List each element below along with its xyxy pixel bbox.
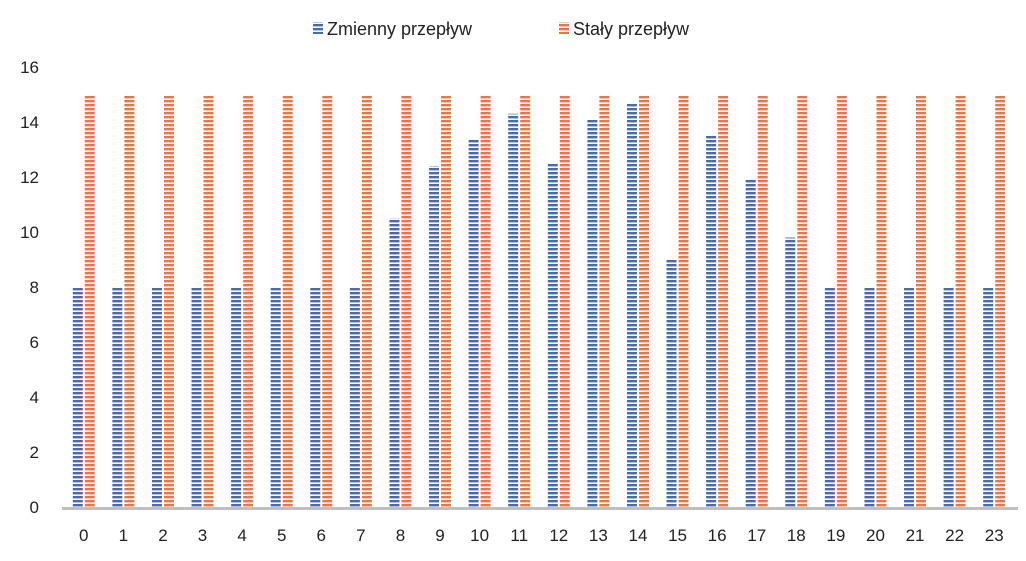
bar-zmienny-17: [745, 179, 756, 507]
bar-zmienny-0: [72, 287, 83, 507]
x-tick-label: 19: [826, 526, 845, 545]
x-tick-label: 12: [549, 526, 568, 545]
x-tick-label: 7: [356, 526, 365, 545]
x-tick-label: 22: [945, 526, 964, 545]
bar-staly-21: [916, 94, 927, 507]
bar-zmienny-5: [270, 287, 281, 507]
bar-staly-18: [797, 94, 808, 507]
x-tick-label: 1: [119, 526, 128, 545]
y-axis: 0 2 4 6 8 10 12 14 16: [20, 58, 39, 517]
x-tick-label: 5: [277, 526, 286, 545]
bar-staly-14: [638, 94, 649, 507]
bars: [72, 94, 1006, 507]
bar-staly-22: [955, 94, 966, 507]
y-tick-label: 14: [20, 113, 39, 132]
legend: Zmienny przepływ Stały przepływ: [313, 19, 690, 39]
x-tick-label: 21: [906, 526, 925, 545]
bar-zmienny-23: [983, 287, 994, 507]
x-tick-label: 4: [237, 526, 246, 545]
bar-staly-10: [480, 94, 491, 507]
bar-zmienny-12: [547, 163, 558, 507]
legend-swatch-staly: [559, 22, 569, 34]
y-tick-label: 0: [30, 498, 39, 517]
x-tick-label: 8: [396, 526, 405, 545]
bar-staly-16: [718, 94, 729, 507]
bar-zmienny-19: [824, 287, 835, 507]
bar-staly-19: [836, 94, 847, 507]
x-tick-label: 15: [668, 526, 687, 545]
y-tick-label: 2: [30, 443, 39, 462]
bar-zmienny-2: [151, 287, 162, 507]
x-tick-label: 17: [747, 526, 766, 545]
x-tick-label: 2: [158, 526, 167, 545]
bar-staly-6: [322, 94, 333, 507]
bar-staly-15: [678, 94, 689, 507]
bar-zmienny-9: [429, 166, 440, 507]
bar-zmienny-6: [310, 287, 321, 507]
y-tick-label: 12: [20, 168, 39, 187]
bar-zmienny-13: [587, 119, 598, 507]
x-tick-label: 20: [866, 526, 885, 545]
legend-label-staly: Stały przepływ: [573, 19, 690, 39]
x-tick-label: 9: [435, 526, 444, 545]
bar-zmienny-15: [666, 259, 677, 507]
y-tick-label: 6: [30, 333, 39, 352]
bar-zmienny-22: [943, 287, 954, 507]
x-tick-label: 0: [79, 526, 88, 545]
bar-staly-17: [757, 94, 768, 507]
bar-staly-11: [520, 94, 531, 507]
bar-staly-13: [599, 94, 610, 507]
bar-staly-3: [203, 94, 214, 507]
legend-swatch-zmienny: [313, 22, 323, 34]
bar-staly-4: [243, 94, 254, 507]
legend-label-zmienny: Zmienny przepływ: [327, 19, 473, 39]
bar-staly-5: [282, 94, 293, 507]
x-tick-label: 16: [708, 526, 727, 545]
y-tick-label: 10: [20, 223, 39, 242]
bar-staly-23: [995, 94, 1006, 507]
bar-staly-20: [876, 94, 887, 507]
bar-staly-9: [441, 94, 452, 507]
bar-staly-1: [124, 94, 135, 507]
bar-staly-12: [559, 94, 570, 507]
x-tick-label: 13: [589, 526, 608, 545]
bar-zmienny-21: [904, 287, 915, 507]
bar-zmienny-7: [349, 287, 360, 507]
x-tick-label: 14: [628, 526, 647, 545]
bar-zmienny-3: [191, 287, 202, 507]
x-tick-label: 6: [317, 526, 326, 545]
bar-zmienny-8: [389, 218, 400, 507]
bar-staly-2: [163, 94, 174, 507]
bar-zmienny-16: [706, 135, 717, 507]
x-tick-label: 23: [985, 526, 1004, 545]
bar-zmienny-10: [468, 138, 479, 507]
x-tick-label: 11: [510, 526, 528, 545]
x-tick-label: 18: [787, 526, 806, 545]
bar-zmienny-1: [112, 287, 123, 507]
bar-staly-7: [361, 94, 372, 507]
x-tick-label: 10: [470, 526, 489, 545]
y-tick-label: 16: [20, 58, 39, 77]
x-tick-label: 3: [198, 526, 207, 545]
bar-staly-0: [84, 94, 95, 507]
bar-zmienny-11: [508, 113, 519, 507]
bar-zmienny-18: [785, 237, 796, 507]
y-tick-label: 8: [30, 278, 39, 297]
y-tick-label: 4: [30, 388, 39, 407]
x-axis: 0 1 2 3 4 5 6 7 8 9 10 11 12 13 14 15 16 17 18 19 20 21 22 23: [62, 507, 1018, 545]
bar-zmienny-14: [626, 102, 637, 507]
bar-zmienny-4: [231, 287, 242, 507]
bar-staly-8: [401, 94, 412, 507]
bar-zmienny-20: [864, 287, 875, 507]
